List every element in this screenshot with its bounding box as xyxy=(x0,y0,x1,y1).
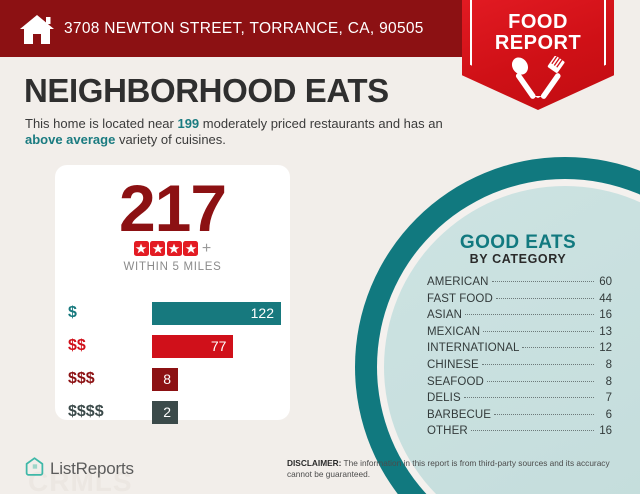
badge-line-2: REPORT xyxy=(494,32,582,54)
category-value: 6 xyxy=(605,408,612,421)
price-bar-track: 122 xyxy=(152,302,281,325)
price-bar-row: $$$$ 2 xyxy=(68,399,283,428)
listreports-logo-text: ListReports xyxy=(50,459,134,478)
price-bar-fill: 8 xyxy=(152,368,178,391)
star-plus-label: + xyxy=(201,240,212,258)
category-name: OTHER xyxy=(427,425,468,438)
star-icon xyxy=(150,241,166,257)
category-row: FAST FOOD 44 xyxy=(427,293,612,310)
category-dot-leader xyxy=(470,430,594,432)
subtitle-highlight-count: 199 xyxy=(177,116,200,131)
category-name: FAST FOOD xyxy=(427,292,493,305)
price-bar-fill: 77 xyxy=(152,335,234,358)
category-name: BARBECUE xyxy=(427,408,492,421)
listreports-logo: ListReports xyxy=(24,456,134,482)
category-value: 12 xyxy=(599,342,612,355)
category-name: MEXICAN xyxy=(427,325,481,338)
category-dot-leader xyxy=(483,330,594,332)
category-name: ASIAN xyxy=(427,309,463,322)
disclaimer-label: DISCLAIMER: xyxy=(287,458,342,468)
disclaimer-text: The information in this report is from t… xyxy=(287,458,610,479)
category-row: INTERNATIONAL 12 xyxy=(427,342,612,359)
subtitle-highlight-rating: above average xyxy=(25,132,116,147)
good-eats-subtitle: BY CATEGORY xyxy=(469,252,567,266)
category-name: INTERNATIONAL xyxy=(427,342,520,355)
total-restaurants-count: 217 xyxy=(118,171,227,245)
category-row: AMERICAN 60 xyxy=(427,276,612,293)
category-row: MEXICAN 13 xyxy=(427,326,612,343)
price-bar-fill: 122 xyxy=(152,302,281,325)
price-tier-label: $$ xyxy=(68,337,86,354)
category-value: 8 xyxy=(605,375,612,388)
price-bar-row: $122 xyxy=(68,300,283,329)
badge-label: FOOD REPORT xyxy=(462,12,614,54)
category-row: BARBECUE 6 xyxy=(427,409,612,426)
subtitle-part-3: variety of cuisines. xyxy=(115,132,226,147)
star-icon xyxy=(166,241,182,257)
price-bar-fill: 2 xyxy=(152,401,178,424)
category-dot-leader xyxy=(486,380,594,382)
good-eats-title: GOOD EATS xyxy=(459,232,577,253)
category-dot-leader xyxy=(463,397,594,399)
price-bar-track: 8 xyxy=(152,368,281,391)
price-bar-chart: $122 $$ 77 $$$ 8 $$$$ 2 xyxy=(68,300,283,432)
category-name: AMERICAN xyxy=(427,276,489,288)
category-row: ASIAN 16 xyxy=(427,309,612,326)
category-name: CHINESE xyxy=(427,358,479,371)
price-tier-label: $$$ xyxy=(68,370,95,387)
category-value: 7 xyxy=(605,392,612,405)
category-row: OTHER 16 xyxy=(427,425,612,442)
star-icon xyxy=(133,241,149,257)
category-dot-leader xyxy=(522,347,594,349)
category-value: 60 xyxy=(599,276,612,288)
category-row: DELIS 7 xyxy=(427,392,612,409)
category-value: 44 xyxy=(599,292,612,305)
category-dot-leader xyxy=(494,413,594,415)
category-value: 16 xyxy=(599,425,612,438)
category-name: DELIS xyxy=(427,392,461,405)
star-icon xyxy=(183,241,199,257)
badge-line-1: FOOD xyxy=(508,11,568,33)
category-dot-leader xyxy=(481,363,594,365)
disclaimer: DISCLAIMER: The information in this repo… xyxy=(287,458,617,479)
category-value: 8 xyxy=(605,358,612,371)
category-dot-leader xyxy=(495,297,594,299)
category-dot-leader xyxy=(491,281,594,282)
page-title: NEIGHBORHOOD EATS xyxy=(24,72,389,109)
crmls-watermark: CRMLS xyxy=(28,466,133,494)
category-dot-leader xyxy=(465,314,594,316)
price-tier-label: $$$$ xyxy=(68,403,104,420)
page-subtitle: This home is located near 199 moderately… xyxy=(25,116,455,148)
subtitle-part-1: This home is located near xyxy=(25,116,178,131)
price-bar-row: $$ 77 xyxy=(68,333,283,362)
category-name: SEAFOOD xyxy=(427,375,484,388)
price-bar-row: $$$ 8 xyxy=(68,366,283,395)
house-pin-icon xyxy=(24,456,45,482)
star-rating: + xyxy=(55,240,290,257)
category-row: SEAFOOD 8 xyxy=(427,376,612,393)
category-row: CHINESE 8 xyxy=(427,359,612,376)
subtitle-part-2: moderately priced restaurants and has an xyxy=(199,116,443,131)
price-bar-track: 77 xyxy=(152,335,281,358)
property-address: 3708 NEWTON STREET, TORRANCE, CA, 90505 xyxy=(64,20,424,37)
price-bar-track: 2 xyxy=(152,401,281,424)
category-value: 16 xyxy=(599,309,612,322)
category-value: 13 xyxy=(599,325,612,338)
home-icon xyxy=(18,11,56,47)
category-list: AMERICAN 60 FAST FOOD 44 ASIAN 16 MEXICAN 13 INT… xyxy=(427,276,612,442)
price-tier-label: $ xyxy=(68,304,77,321)
within-radius-label: WITHIN 5 MILES xyxy=(123,261,222,273)
spoon-fork-icon xyxy=(503,55,573,100)
